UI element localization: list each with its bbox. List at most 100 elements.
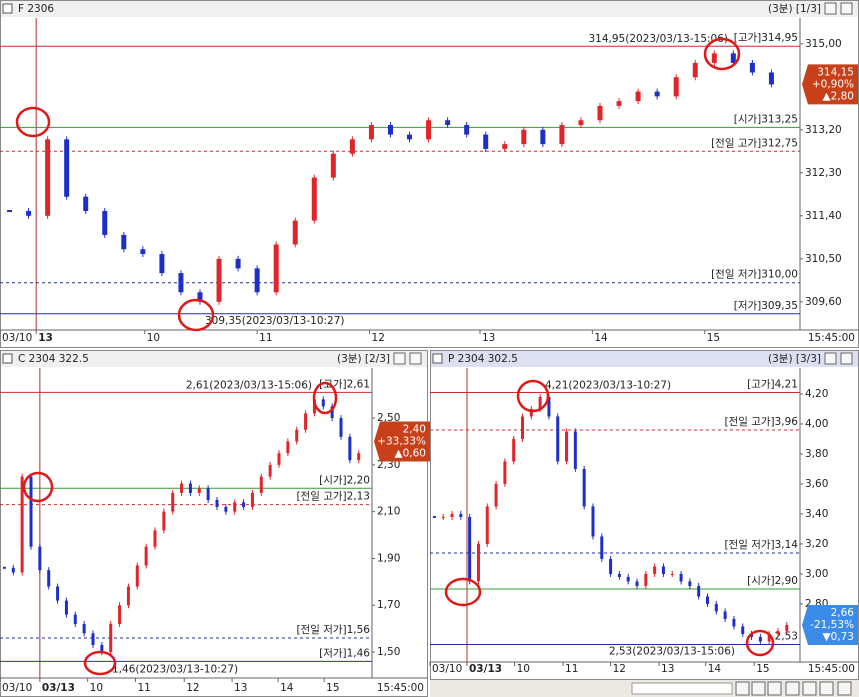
button[interactable] (767, 681, 782, 696)
candle (654, 91, 660, 97)
candle (126, 586, 130, 606)
candle (476, 543, 480, 582)
candle (483, 134, 489, 149)
button[interactable] (837, 681, 852, 696)
circle (177, 298, 215, 332)
candle (768, 72, 774, 85)
checkbox[interactable] (2, 3, 13, 14)
level-label: [전일 저가]1,56 (296, 623, 370, 636)
candle (277, 453, 281, 465)
candle (29, 476, 33, 547)
candle (330, 406, 334, 419)
button[interactable] (819, 681, 834, 696)
candle (216, 258, 222, 302)
candle (540, 129, 546, 145)
extreme-annotation: 309,35(2023/03/13-10:27) (205, 315, 345, 327)
window-button[interactable] (840, 2, 853, 15)
last-price-box (374, 421, 430, 462)
candle (556, 416, 560, 462)
x-tick-label: 03/13 (469, 663, 502, 675)
candle (47, 570, 51, 587)
button[interactable] (785, 681, 800, 696)
window-button[interactable] (409, 352, 422, 365)
candle (348, 436, 352, 461)
y-tick-label: 1,90 (377, 552, 400, 564)
candle (2, 566, 6, 569)
x-tick-label: 11 (138, 682, 151, 694)
candle (273, 244, 279, 293)
candle (109, 623, 113, 653)
end-time-label: 15:45:00 (808, 663, 855, 675)
candle (445, 120, 451, 126)
button[interactable] (751, 681, 766, 696)
y-tick-label: 4,00 (805, 418, 828, 430)
candle (349, 139, 355, 154)
x-tick-label: 15 (756, 663, 769, 675)
x-tick-label: 15 (707, 332, 720, 344)
candle (118, 605, 122, 624)
x-tick-label: 10 (90, 682, 103, 694)
x-tick-label: 12 (186, 682, 199, 694)
checkbox[interactable] (2, 353, 13, 364)
last-price-text: -21,53% (810, 619, 854, 631)
candle (242, 502, 246, 507)
level-label: [고가]314,95 (734, 32, 798, 44)
candle (11, 567, 15, 573)
x-tick-label: 13 (234, 682, 247, 694)
candle (121, 234, 127, 250)
candle (26, 211, 32, 216)
candle (56, 586, 60, 601)
checkbox[interactable] (432, 353, 443, 364)
candle (767, 633, 771, 642)
window-button[interactable] (824, 352, 837, 365)
candle (464, 125, 470, 135)
level-label: [시가]2,90 (747, 575, 798, 587)
level-label: 2,53 (775, 630, 798, 642)
circle (83, 650, 117, 676)
candle (83, 196, 89, 212)
x-tick-label: 12 (613, 663, 626, 675)
circle (703, 37, 741, 71)
title-bar (1, 351, 427, 367)
panel-period: (3분) [3/3] (768, 353, 821, 365)
candle (730, 53, 736, 63)
y-tick-label: 315,00 (805, 38, 842, 50)
y-tick-label: 2,50 (377, 412, 400, 424)
candle (171, 492, 175, 512)
x-tick-label: 15 (326, 682, 339, 694)
level-label: [전일 저가]3,14 (724, 538, 798, 551)
candle (224, 506, 228, 512)
candle (591, 506, 595, 537)
candle (697, 585, 701, 597)
last-price-box (802, 64, 858, 105)
button[interactable] (802, 681, 817, 696)
level-label: [고가]4,21 (747, 378, 798, 390)
candle (626, 576, 630, 582)
candle (432, 515, 436, 518)
level-label: [저가]1,46 (319, 647, 370, 659)
candle (20, 476, 24, 573)
scrollbar[interactable] (631, 682, 733, 695)
candle (441, 516, 445, 518)
candle (512, 438, 516, 462)
candle (250, 492, 254, 507)
x-tick-label: 03/10 (2, 682, 32, 694)
candle (197, 292, 203, 302)
window-button[interactable] (824, 2, 837, 15)
candle (64, 600, 68, 615)
candle (468, 516, 472, 582)
button[interactable] (735, 681, 750, 696)
level-label: [전일 고가]2,13 (296, 490, 370, 503)
candle (559, 125, 565, 145)
candle (565, 431, 569, 462)
candle (521, 416, 524, 439)
candle (450, 513, 454, 517)
window-button[interactable] (393, 352, 406, 365)
panel-title: C 2304 322.5 (18, 353, 89, 365)
candle (153, 530, 157, 547)
title-bar (431, 351, 858, 367)
candle (45, 139, 51, 216)
window-button[interactable] (840, 352, 853, 365)
